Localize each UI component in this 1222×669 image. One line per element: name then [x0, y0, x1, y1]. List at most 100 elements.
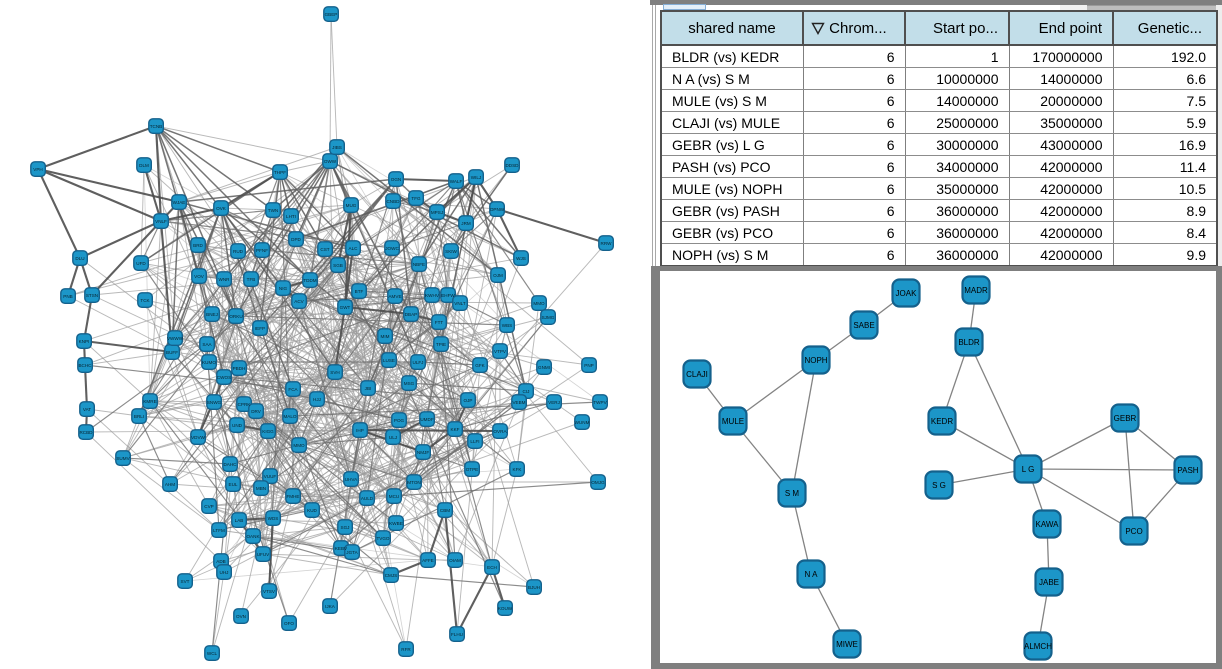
svg-text:JOAK: JOAK [896, 289, 918, 298]
svg-text:AHM: AHM [165, 482, 175, 487]
svg-text:CWOS: CWOS [217, 375, 231, 380]
svg-text:KUMO: KUMO [202, 360, 216, 365]
svg-text:ADB: ADB [216, 559, 225, 564]
svg-text:WALF: WALF [450, 179, 463, 184]
svg-text:MALO: MALO [283, 414, 296, 419]
svg-text:MBN: MBN [256, 486, 266, 491]
svg-text:FTT: FTT [435, 320, 444, 325]
svg-text:UFUV: UFUV [257, 552, 270, 557]
svg-text:BLDR: BLDR [958, 338, 980, 347]
svg-text:MSG: MSG [404, 381, 415, 386]
svg-text:SGB: SGB [333, 263, 343, 268]
svg-text:ALMCH: ALMCH [1024, 642, 1052, 651]
svg-text:SVT: SVT [181, 579, 190, 584]
svg-text:SJMG: SJMG [542, 315, 555, 320]
svg-text:IHP: IHP [356, 428, 364, 433]
svg-text:SVH: SVH [330, 370, 339, 375]
svg-text:NBFE: NBFE [413, 262, 425, 267]
svg-text:WUNM: WUNM [575, 420, 590, 425]
svg-text:EHFW: EHFW [441, 293, 455, 298]
svg-text:JIBS: JIBS [332, 145, 342, 150]
svg-text:MPSJ: MPSJ [431, 210, 443, 215]
svg-text:KNPI: KNPI [79, 339, 90, 344]
svg-text:MIM: MIM [381, 334, 390, 339]
svg-text:TPIE: TPIE [436, 342, 446, 347]
svg-text:OMJG: OMJG [591, 480, 605, 485]
svg-text:DLU: DLU [75, 256, 84, 261]
svg-text:GNMI: GNMI [538, 365, 550, 370]
svg-text:GFK: GFK [475, 363, 485, 368]
svg-text:UHJ: UHJ [220, 570, 229, 575]
svg-text:OVK: OVK [216, 206, 227, 211]
svg-text:JBI: JBI [365, 386, 372, 391]
svg-text:WBS: WBS [502, 323, 512, 328]
svg-text:PASH: PASH [1177, 466, 1198, 475]
svg-text:BUFF: BUFF [166, 350, 178, 355]
svg-text:VTPV: VTPV [494, 349, 507, 354]
svg-text:ECH: ECH [487, 565, 497, 570]
svg-text:BTF: BTF [355, 289, 364, 294]
svg-text:KWHV: KWHV [425, 293, 440, 298]
svg-text:KEBV: KEBV [335, 546, 348, 551]
svg-text:VEBM: VEBM [512, 400, 525, 405]
svg-text:FLHU: FLHU [451, 632, 463, 637]
svg-text:PBDH: PBDH [233, 366, 246, 371]
svg-text:MULE: MULE [722, 417, 744, 426]
svg-text:LHTI: LHTI [286, 214, 296, 219]
svg-text:VTSV: VTSV [263, 589, 276, 594]
svg-text:DPD: DPD [291, 237, 301, 242]
svg-text:PCO: PCO [1125, 527, 1142, 536]
svg-text:MMO: MMO [533, 301, 545, 306]
svg-text:BRLI: BRLI [134, 414, 144, 419]
svg-text:VAT: VAT [83, 407, 91, 412]
svg-text:KMRE: KMRE [143, 399, 156, 404]
svg-text:SUMV: SUMV [116, 456, 130, 461]
svg-text:VOV: VOV [194, 274, 205, 279]
svg-text:BRD: BRD [193, 243, 203, 248]
svg-text:KEDR: KEDR [931, 417, 953, 426]
svg-text:GWT: GWT [340, 305, 351, 310]
svg-text:UND: UND [232, 423, 243, 428]
svg-text:CLAJI: CLAJI [686, 370, 708, 379]
svg-text:CIJ: CIJ [523, 389, 530, 394]
svg-text:UMDF: UMDF [420, 417, 433, 422]
svg-text:ULFJ: ULFJ [413, 360, 424, 365]
svg-text:OGN: OGN [391, 177, 401, 182]
svg-text:MUG: MUG [346, 203, 357, 208]
svg-text:WJAE: WJAE [173, 200, 186, 205]
svg-text:BJUH: BJUH [528, 585, 540, 590]
svg-text:OVN: OVN [236, 614, 246, 619]
svg-text:VUUF: VUUF [264, 474, 277, 479]
svg-text:POG: POG [394, 418, 405, 423]
svg-text:TVGO: TVGO [376, 536, 389, 541]
svg-text:TDDM: TDDM [303, 278, 316, 283]
svg-text:UFD: UFD [136, 261, 146, 266]
svg-text:JABE: JABE [1039, 578, 1059, 587]
svg-text:MIWE: MIWE [836, 640, 858, 649]
svg-text:CBM: CBM [440, 508, 450, 513]
svg-text:S G: S G [932, 481, 946, 490]
svg-text:AMVE: AMVE [388, 294, 401, 299]
svg-text:WILJ: WILJ [471, 175, 481, 180]
svg-text:SNWG: SNWG [207, 400, 222, 405]
svg-text:MTON: MTON [407, 480, 420, 485]
svg-text:DDSD: DDSD [505, 163, 519, 168]
svg-text:DBAP: DBAP [405, 312, 418, 317]
svg-text:BCHC: BCHC [78, 363, 92, 368]
svg-text:LUSE: LUSE [383, 358, 395, 363]
svg-text:ALC: ALC [349, 246, 359, 251]
svg-text:WCL: WCL [207, 651, 218, 656]
svg-text:VPH: VPH [33, 167, 42, 172]
svg-text:L G: L G [1022, 465, 1035, 474]
svg-text:WDS: WDS [268, 516, 279, 521]
svg-text:S M: S M [785, 489, 800, 498]
svg-text:WNR: WNR [219, 277, 231, 282]
svg-text:EUL: EUL [229, 482, 238, 487]
svg-text:OVRA: OVRA [493, 429, 507, 434]
svg-text:SABE: SABE [853, 321, 874, 330]
svg-text:KFK: KFK [513, 467, 523, 472]
svg-text:MADR: MADR [964, 286, 988, 295]
svg-text:FCA: FCA [288, 387, 298, 392]
svg-text:NIG: NIG [279, 286, 288, 291]
svg-text:TCK: TCK [140, 298, 150, 303]
